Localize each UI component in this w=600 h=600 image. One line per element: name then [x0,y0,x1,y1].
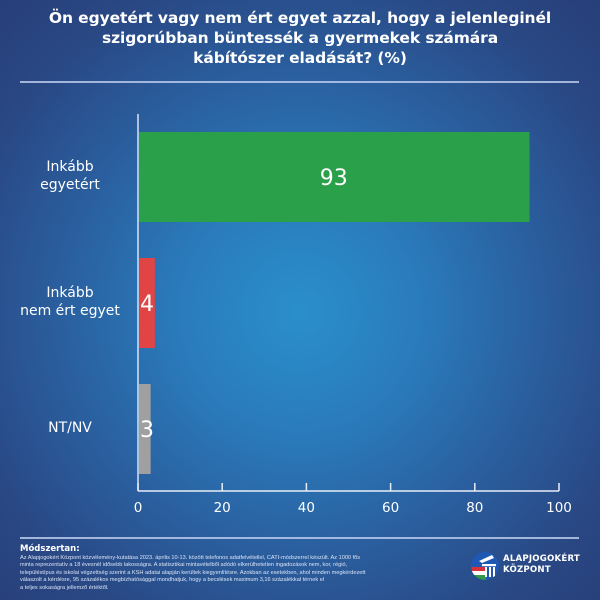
methodology-line: minta reprezentatív a 18 évesnél idősebb… [20,562,348,569]
methodology-heading: Módszertan: [20,544,80,554]
title-line-2: szigorúbban büntessék a gyermekek számár… [101,29,499,47]
category-label: NT/NV [10,419,130,437]
methodology-text: Az Alapjogokért Központ közvélemény-kuta… [20,555,460,592]
data-label-0: 93 [320,166,348,191]
chart-title: Ön egyetért vagy nem ért egyet azzal, ho… [0,8,600,68]
title-line-1: Ön egyetért vagy nem ért egyet azzal, ho… [48,9,552,27]
category-label-line: nem ért egyet [20,303,120,319]
x-tick-label: 60 [382,500,399,516]
methodology-line: Az Alapjogokért Központ közvélemény-kuta… [20,555,361,561]
category-label-line: Inkább [46,159,94,175]
methodology-line: településtípus és iskolai végzettség sze… [20,569,366,576]
x-tick-label: 0 [134,500,143,516]
alapjogokert-logo: ALAPJOGOKÉRT KÖZPONT [470,551,590,583]
bar-2 [139,384,151,474]
data-label-1: 4 [140,292,154,317]
x-tick-label: 20 [214,500,231,516]
x-tick-label: 40 [298,500,315,516]
category-label-line: egyetért [40,177,100,193]
category-label: Inkább nem ért egyet [10,284,130,320]
title-line-3: kábítószer eladását? (%) [193,49,407,67]
x-tick-label: 80 [466,500,483,516]
category-label: Inkább egyetért [10,158,130,194]
alapjogokert-logo-icon [471,552,499,580]
logo-line-1: ALAPJOGOKÉRT [503,554,580,564]
footer-divider [20,537,579,539]
category-label-line: NT/NV [48,420,92,436]
bar-1 [139,258,155,348]
x-tick-label: 100 [546,500,572,516]
logo-line-2: KÖZPONT [503,565,551,575]
methodology-line: válaszolt a kérdésre, 95 százalékos megb… [20,577,325,584]
methodology-line: a teljes sokaságra jellemző értéktől. [20,584,109,591]
data-label-2: 3 [140,418,154,443]
logo-text: ALAPJOGOKÉRT KÖZPONT [503,554,580,576]
title-divider [20,81,579,83]
category-label-line: Inkább [46,285,94,301]
bar-0 [139,132,530,222]
